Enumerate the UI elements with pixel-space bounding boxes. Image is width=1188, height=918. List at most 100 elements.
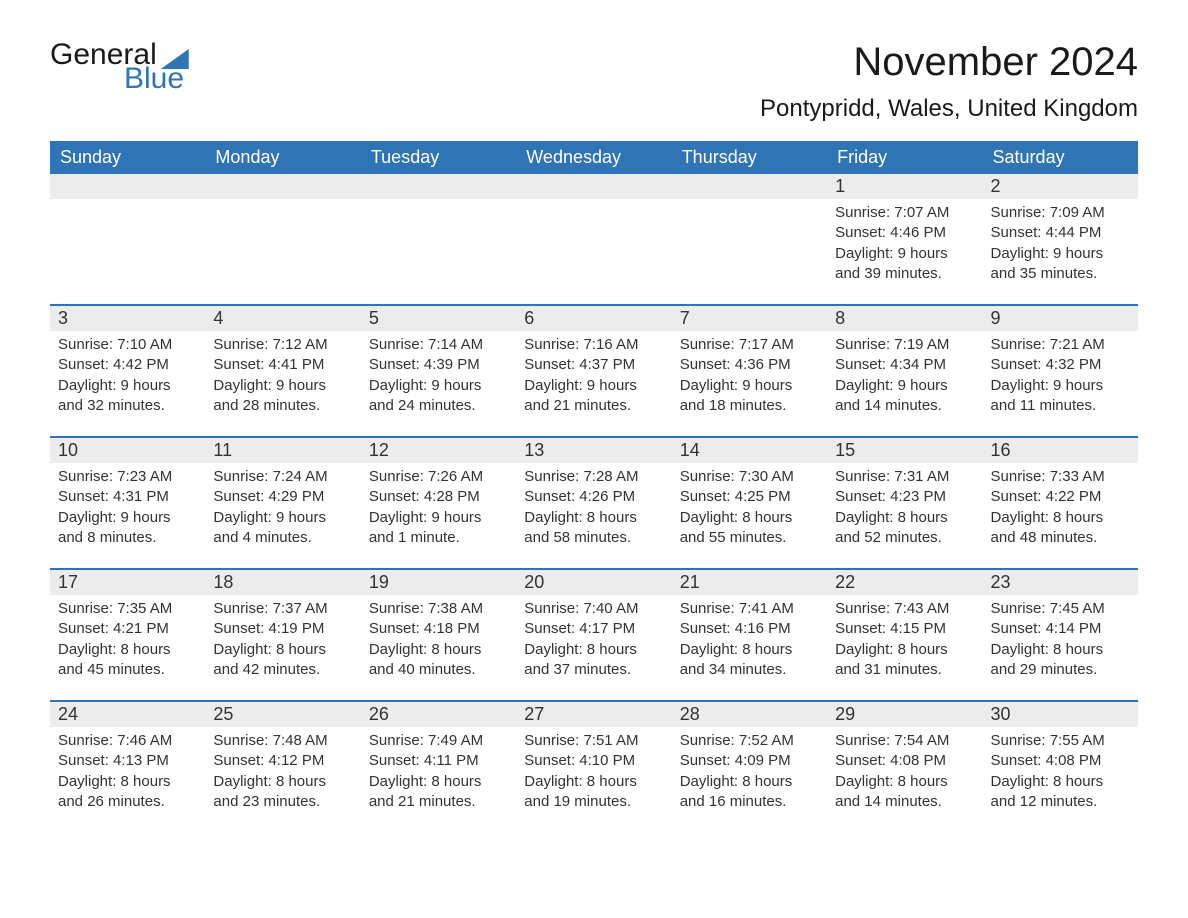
day-cell (50, 174, 205, 294)
daylight-text-2: and 14 minutes. (835, 396, 974, 416)
day-body: Sunrise: 7:38 AMSunset: 4:18 PMDaylight:… (361, 595, 516, 688)
sunrise-text: Sunrise: 7:49 AM (369, 731, 508, 751)
day-number: 25 (205, 702, 360, 727)
day-body: Sunrise: 7:26 AMSunset: 4:28 PMDaylight:… (361, 463, 516, 556)
day-body: Sunrise: 7:24 AMSunset: 4:29 PMDaylight:… (205, 463, 360, 556)
day-cell: 14Sunrise: 7:30 AMSunset: 4:25 PMDayligh… (672, 438, 827, 558)
day-number: 5 (361, 306, 516, 331)
day-body: Sunrise: 7:12 AMSunset: 4:41 PMDaylight:… (205, 331, 360, 424)
day-body: Sunrise: 7:37 AMSunset: 4:19 PMDaylight:… (205, 595, 360, 688)
day-cell: 19Sunrise: 7:38 AMSunset: 4:18 PMDayligh… (361, 570, 516, 690)
week-row: 10Sunrise: 7:23 AMSunset: 4:31 PMDayligh… (50, 436, 1138, 558)
sunrise-text: Sunrise: 7:28 AM (524, 467, 663, 487)
day-body: Sunrise: 7:07 AMSunset: 4:46 PMDaylight:… (827, 199, 982, 292)
sunrise-text: Sunrise: 7:48 AM (213, 731, 352, 751)
day-number: 24 (50, 702, 205, 727)
sunrise-text: Sunrise: 7:12 AM (213, 335, 352, 355)
daylight-text-2: and 29 minutes. (991, 660, 1130, 680)
day-number: 16 (983, 438, 1138, 463)
daylight-text-2: and 8 minutes. (58, 528, 197, 548)
day-number: 14 (672, 438, 827, 463)
day-body: Sunrise: 7:19 AMSunset: 4:34 PMDaylight:… (827, 331, 982, 424)
day-cell: 24Sunrise: 7:46 AMSunset: 4:13 PMDayligh… (50, 702, 205, 822)
day-number: 17 (50, 570, 205, 595)
daylight-text-2: and 35 minutes. (991, 264, 1130, 284)
sunset-text: Sunset: 4:34 PM (835, 355, 974, 375)
day-body: Sunrise: 7:33 AMSunset: 4:22 PMDaylight:… (983, 463, 1138, 556)
day-body: Sunrise: 7:40 AMSunset: 4:17 PMDaylight:… (516, 595, 671, 688)
sunset-text: Sunset: 4:22 PM (991, 487, 1130, 507)
day-cell: 3Sunrise: 7:10 AMSunset: 4:42 PMDaylight… (50, 306, 205, 426)
daylight-text-1: Daylight: 8 hours (835, 640, 974, 660)
daylight-text-1: Daylight: 8 hours (213, 640, 352, 660)
day-number: 11 (205, 438, 360, 463)
daylight-text-1: Daylight: 8 hours (524, 508, 663, 528)
sunrise-text: Sunrise: 7:52 AM (680, 731, 819, 751)
day-number (205, 174, 360, 199)
day-number: 3 (50, 306, 205, 331)
day-body: Sunrise: 7:49 AMSunset: 4:11 PMDaylight:… (361, 727, 516, 820)
day-body: Sunrise: 7:54 AMSunset: 4:08 PMDaylight:… (827, 727, 982, 820)
day-number: 28 (672, 702, 827, 727)
day-cell: 8Sunrise: 7:19 AMSunset: 4:34 PMDaylight… (827, 306, 982, 426)
day-number: 18 (205, 570, 360, 595)
daylight-text-1: Daylight: 8 hours (369, 640, 508, 660)
day-cell: 29Sunrise: 7:54 AMSunset: 4:08 PMDayligh… (827, 702, 982, 822)
day-number: 1 (827, 174, 982, 199)
daylight-text-2: and 31 minutes. (835, 660, 974, 680)
dow-tuesday: Tuesday (361, 141, 516, 174)
sunset-text: Sunset: 4:41 PM (213, 355, 352, 375)
daylight-text-2: and 48 minutes. (991, 528, 1130, 548)
sunset-text: Sunset: 4:21 PM (58, 619, 197, 639)
daylight-text-2: and 55 minutes. (680, 528, 819, 548)
sunset-text: Sunset: 4:32 PM (991, 355, 1130, 375)
day-body: Sunrise: 7:14 AMSunset: 4:39 PMDaylight:… (361, 331, 516, 424)
sunrise-text: Sunrise: 7:45 AM (991, 599, 1130, 619)
day-cell (205, 174, 360, 294)
day-cell: 18Sunrise: 7:37 AMSunset: 4:19 PMDayligh… (205, 570, 360, 690)
daylight-text-2: and 23 minutes. (213, 792, 352, 812)
sunrise-text: Sunrise: 7:33 AM (991, 467, 1130, 487)
daylight-text-1: Daylight: 8 hours (524, 640, 663, 660)
month-title: November 2024 (760, 40, 1138, 85)
day-cell: 17 Sunrise: 7:35 AMSunset: 4:21 PMDayligh… (50, 570, 205, 690)
day-number: 7 (672, 306, 827, 331)
day-number: 15 (827, 438, 982, 463)
daylight-text-2: and 37 minutes. (524, 660, 663, 680)
daylight-text-1: Daylight: 8 hours (369, 772, 508, 792)
sunset-text: Sunset: 4:08 PM (991, 751, 1130, 771)
day-cell: 1Sunrise: 7:07 AMSunset: 4:46 PMDaylight… (827, 174, 982, 294)
day-body (672, 199, 827, 289)
daylight-text-1: Daylight: 9 hours (835, 244, 974, 264)
sunrise-text: Sunrise: 7:26 AM (369, 467, 508, 487)
day-body: Sunrise: 7:52 AMSunset: 4:09 PMDaylight:… (672, 727, 827, 820)
sunset-text: Sunset: 4:44 PM (991, 223, 1130, 243)
daylight-text-2: and 34 minutes. (680, 660, 819, 680)
daylight-text-1: Daylight: 8 hours (58, 640, 197, 660)
daylight-text-1: Daylight: 8 hours (835, 772, 974, 792)
day-number: 27 (516, 702, 671, 727)
sunset-text: Sunset: 4:08 PM (835, 751, 974, 771)
sunset-text: Sunset: 4:23 PM (835, 487, 974, 507)
daylight-text-2: and 16 minutes. (680, 792, 819, 812)
sunrise-text: Sunrise: 7:10 AM (58, 335, 197, 355)
sunrise-text: Sunrise: 7:38 AM (369, 599, 508, 619)
sunrise-text: Sunrise: 7:35 AM (58, 599, 197, 619)
daylight-text-1: Daylight: 9 hours (58, 508, 197, 528)
day-number: 30 (983, 702, 1138, 727)
day-body (516, 199, 671, 289)
sunset-text: Sunset: 4:42 PM (58, 355, 197, 375)
day-body: Sunrise: 7:43 AMSunset: 4:15 PMDaylight:… (827, 595, 982, 688)
sunset-text: Sunset: 4:17 PM (524, 619, 663, 639)
day-number: 10 (50, 438, 205, 463)
daylight-text-2: and 4 minutes. (213, 528, 352, 548)
day-number: 8 (827, 306, 982, 331)
day-number (361, 174, 516, 199)
day-cell: 2Sunrise: 7:09 AMSunset: 4:44 PMDaylight… (983, 174, 1138, 294)
day-cell: 25Sunrise: 7:48 AMSunset: 4:12 PMDayligh… (205, 702, 360, 822)
daylight-text-1: Daylight: 8 hours (991, 640, 1130, 660)
header: General Blue November 2024 Pontypridd, W… (50, 40, 1138, 123)
sunset-text: Sunset: 4:39 PM (369, 355, 508, 375)
logo: General Blue (50, 40, 189, 94)
sunset-text: Sunset: 4:25 PM (680, 487, 819, 507)
